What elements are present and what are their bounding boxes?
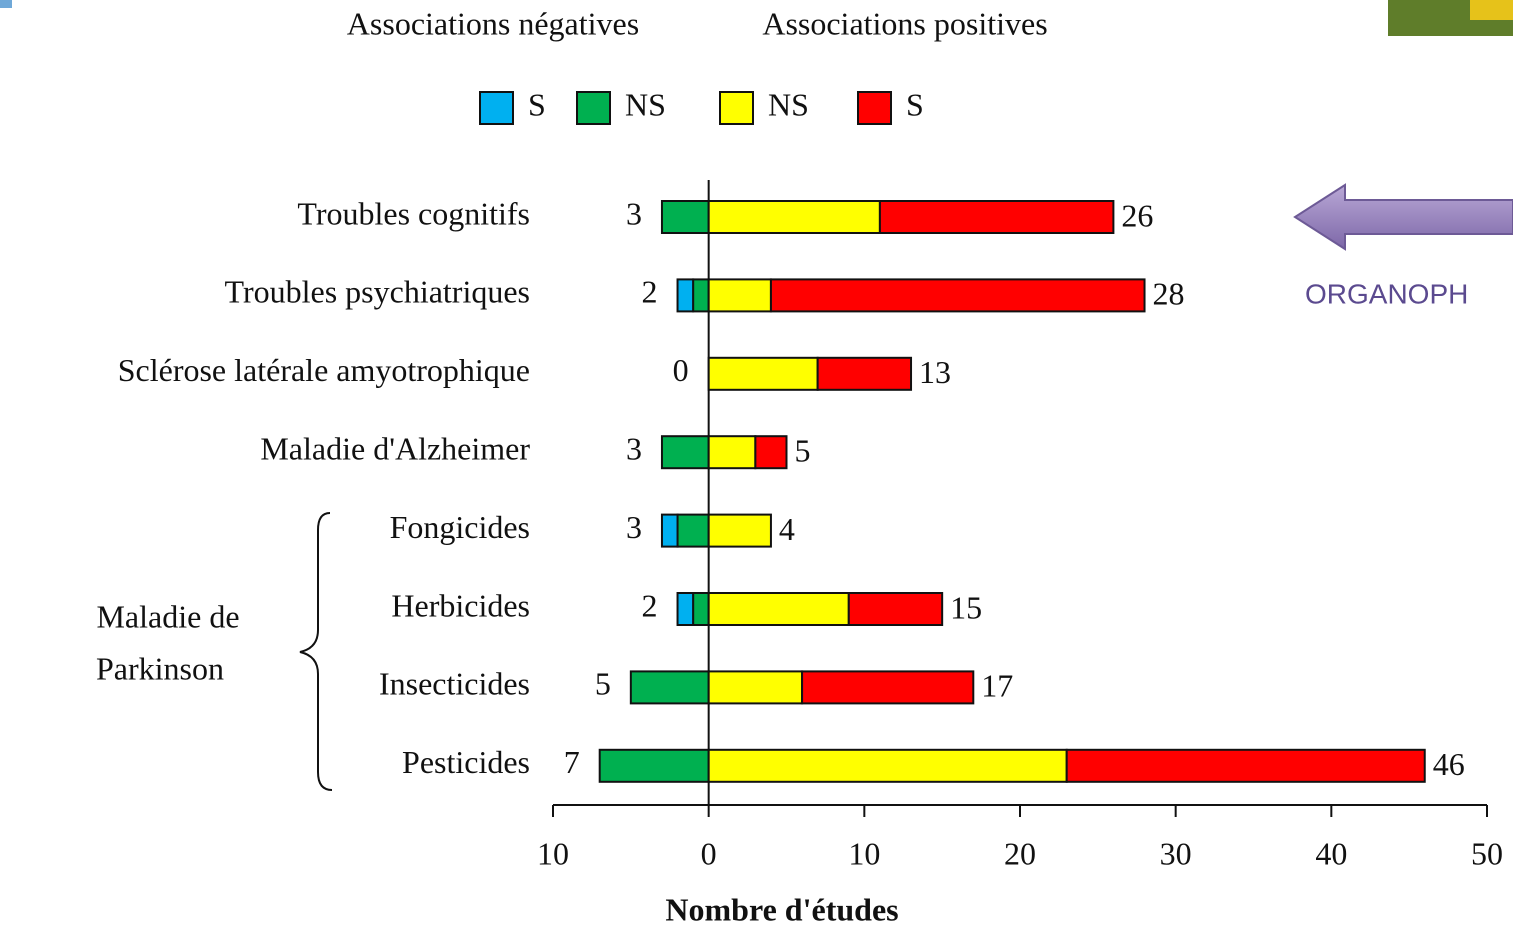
bar-segment: [1067, 750, 1425, 782]
bar-segment: [709, 436, 756, 468]
bar-segment: [693, 279, 709, 311]
bar-segment: [755, 436, 786, 468]
negative-total: 3: [626, 431, 642, 467]
category-label: Pesticides: [402, 744, 530, 780]
x-axis-title: Nombre d'études: [665, 891, 898, 927]
legend-swatch: [858, 92, 891, 124]
bar-segment: [709, 279, 771, 311]
x-tick-label: 50: [1471, 835, 1503, 871]
x-tick-label: 0: [701, 835, 717, 871]
group-label: Parkinson: [96, 650, 224, 686]
positive-total: 26: [1121, 197, 1153, 233]
negative-total: 2: [642, 587, 658, 623]
arrow: [1295, 185, 1513, 249]
legend-swatch: [720, 92, 753, 124]
bar-segment: [849, 593, 942, 625]
negative-total: 7: [564, 744, 580, 780]
legend-label: S: [528, 86, 546, 122]
page: {"chart_data": {"type": "diverging-bar",…: [0, 0, 1513, 931]
positive-total: 4: [779, 511, 795, 547]
bar-segment: [709, 750, 1067, 782]
category-label: Troubles cognitifs: [297, 195, 530, 231]
legend-swatch: [577, 92, 610, 124]
legend-label: NS: [625, 86, 666, 122]
bar-segment: [678, 593, 694, 625]
legend-label: NS: [768, 86, 809, 122]
x-tick-label: 30: [1160, 835, 1192, 871]
bar-segment: [600, 750, 709, 782]
x-tick-label: 20: [1004, 835, 1036, 871]
positive-total: 13: [919, 354, 951, 390]
category-label: Maladie d'Alzheimer: [260, 431, 530, 467]
negative-total: 0: [673, 352, 689, 388]
bar-segment: [709, 515, 771, 547]
group-heading: Associations positives: [762, 5, 1047, 41]
bar-segment: [709, 593, 849, 625]
annotation: ORGANOPH: [1305, 278, 1468, 309]
bar-segment: [662, 201, 709, 233]
category-label: Sclérose latérale amyotrophique: [118, 352, 530, 388]
bar-segment: [631, 671, 709, 703]
bar-segment: [802, 671, 973, 703]
legend-swatch: [480, 92, 513, 124]
bar-segment: [818, 358, 911, 390]
group-label: Maladie de: [96, 598, 239, 634]
positive-total: 28: [1153, 276, 1185, 312]
bar-segment: [709, 358, 818, 390]
positive-total: 46: [1433, 746, 1465, 782]
bar-segment: [880, 201, 1114, 233]
negative-total: 5: [595, 666, 611, 702]
bar-segment: [709, 671, 802, 703]
negative-total: 2: [642, 274, 658, 310]
group-heading: Associations négatives: [347, 5, 639, 41]
category-label: Herbicides: [391, 587, 530, 623]
corner-image-detail: [1470, 0, 1513, 20]
bar-segment: [693, 593, 709, 625]
bar-segment: [771, 279, 1145, 311]
category-label: Troubles psychiatriques: [225, 274, 530, 310]
x-tick-label: 10: [537, 835, 569, 871]
category-label: Insecticides: [379, 666, 530, 702]
bar-segment: [678, 515, 709, 547]
group-brace: [300, 513, 332, 790]
positive-total: 17: [981, 668, 1013, 704]
x-tick-label: 10: [848, 835, 880, 871]
bar-segment: [662, 436, 709, 468]
negative-total: 3: [626, 509, 642, 545]
chart: ORGANOPH Associations négatives Associat…: [0, 0, 1513, 931]
bar-segment: [709, 201, 880, 233]
bar-segment: [678, 279, 694, 311]
category-label: Fongicides: [390, 509, 530, 545]
negative-total: 3: [626, 195, 642, 231]
positive-total: 15: [950, 589, 982, 625]
bar-segment: [662, 515, 678, 547]
legend-label: S: [906, 86, 924, 122]
corner-decoration: [0, 0, 12, 8]
positive-total: 5: [795, 433, 811, 469]
x-tick-label: 40: [1315, 835, 1347, 871]
